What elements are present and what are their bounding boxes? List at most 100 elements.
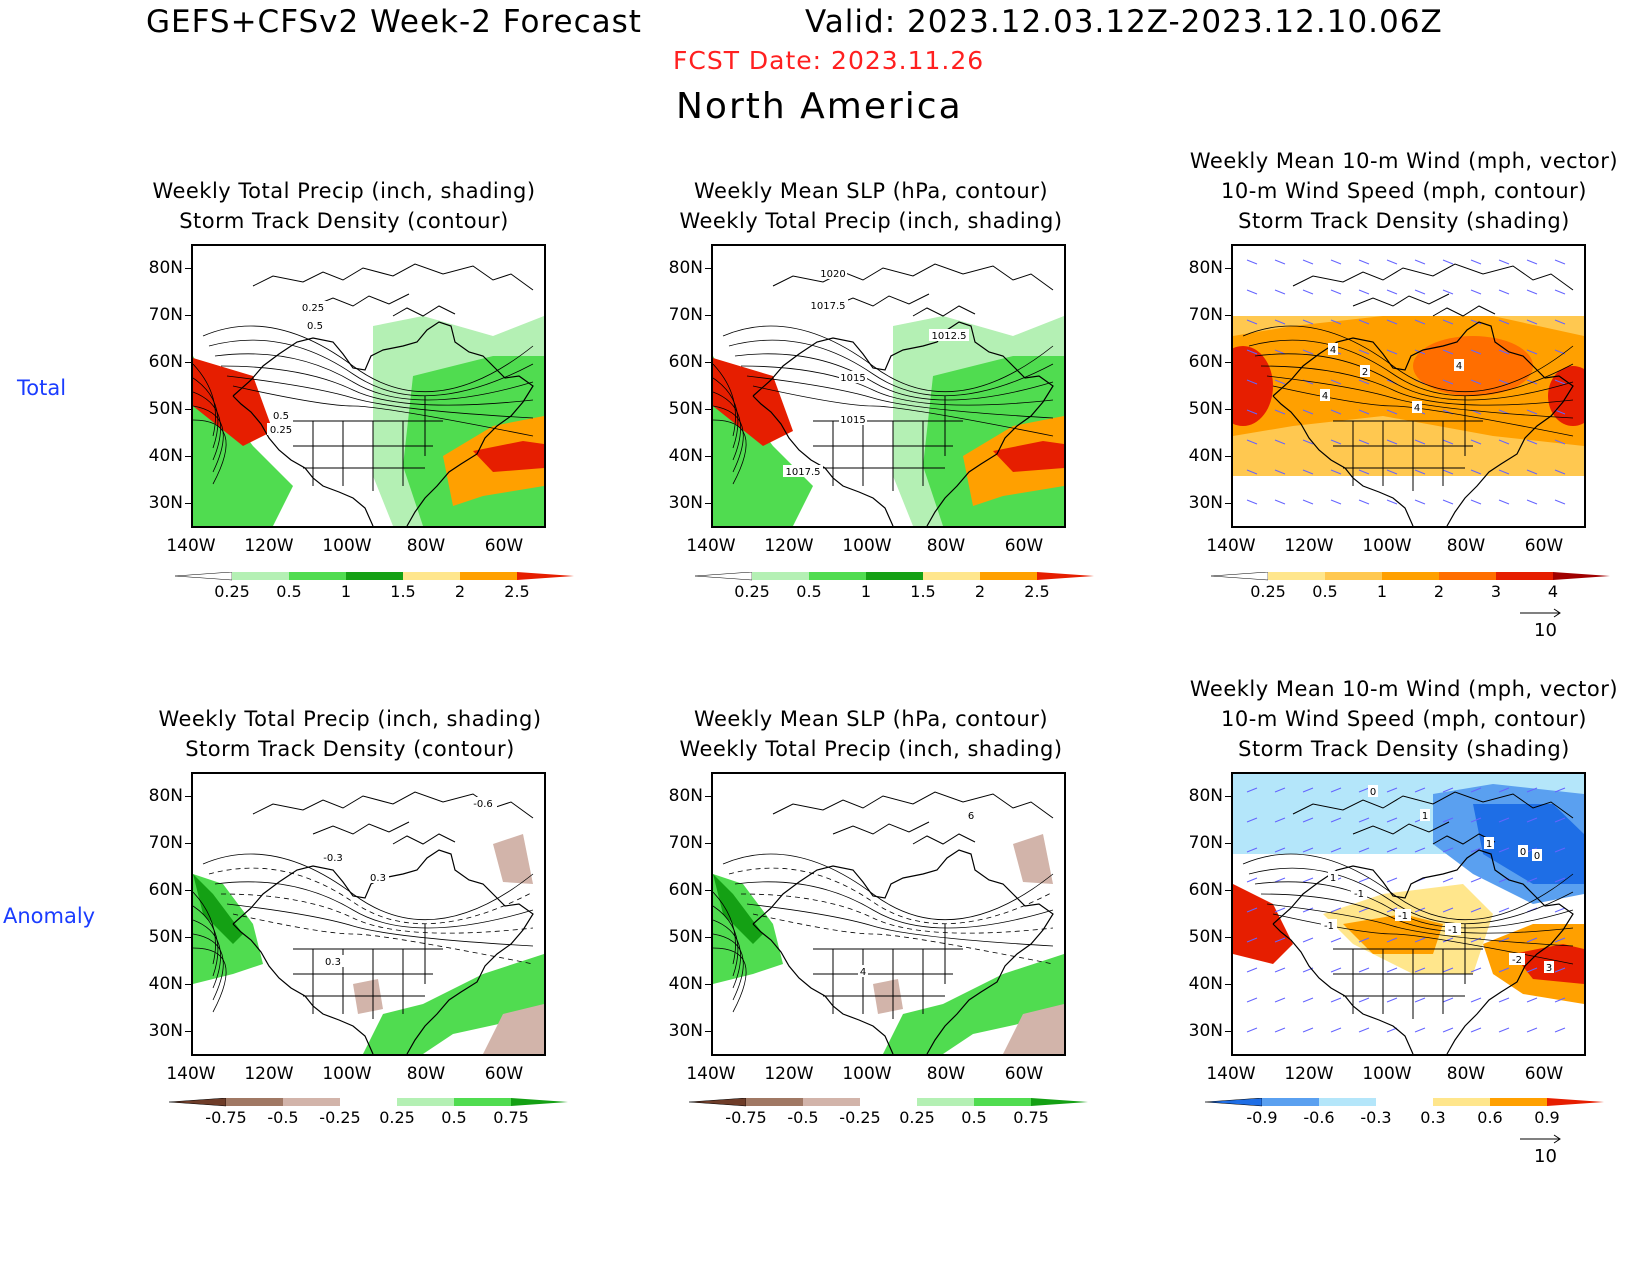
wind-vector [1302, 997, 1314, 1003]
lon-tick-label: 80W [406, 536, 446, 556]
wind-vector [1358, 349, 1370, 355]
lat-tick-label: 70N [148, 833, 183, 853]
wind-vector [1302, 349, 1314, 355]
lat-tick-label: 70N [1188, 833, 1223, 853]
colorbar-label: -0.5 [787, 1108, 819, 1127]
contour-line [728, 867, 1054, 925]
panel-total-slp-title: Weekly Mean SLP (hPa, contour) Weekly Tot… [679, 179, 1063, 233]
lon-tick-label: 120W [244, 536, 294, 556]
lon-tick-label: 100W [1362, 1064, 1412, 1084]
contour-line [193, 905, 219, 977]
lat-tick-mark [1225, 984, 1231, 985]
lon-tick-label: 80W [1446, 1064, 1486, 1084]
colorbar-label: 4 [1547, 582, 1559, 601]
wind-vector [1358, 259, 1370, 265]
contour-line [220, 365, 534, 406]
contour-line [214, 881, 534, 929]
colorbar-label: 0.75 [493, 1108, 529, 1127]
lon-tick-label: 80W [926, 536, 966, 556]
colorbar-segment [980, 572, 1037, 580]
colorbar-label: 0.25 [379, 1108, 415, 1127]
contour-line [728, 339, 1054, 397]
precip-anom-west-strong [713, 874, 763, 944]
colorbar-label: 2 [454, 582, 466, 601]
lat-tick-label: 30N [668, 493, 703, 513]
wind-vector [1330, 1027, 1342, 1033]
wind-vector [1330, 499, 1342, 505]
wind-vector [1498, 379, 1510, 385]
lat-tick-label: 60N [148, 880, 183, 900]
lat-tick-mark [1225, 456, 1231, 457]
wind-vector [1470, 379, 1482, 385]
contour-label: 0 [1534, 851, 1540, 862]
lon-tick-label: 140W [686, 536, 736, 556]
wind-vector [1246, 1027, 1258, 1033]
precip-anom-dry-se [1003, 1004, 1064, 1054]
lat-tick-label: 30N [148, 1021, 183, 1041]
lon-tick-label: 100W [1362, 536, 1412, 556]
wind-vector [1470, 499, 1482, 505]
wind-vector [1302, 469, 1314, 475]
wind-vector [1526, 319, 1538, 325]
wind-vector [1442, 937, 1454, 943]
contour-label: 1 [1486, 839, 1492, 850]
contour-label-bg [783, 465, 823, 477]
lat-tick-mark [1225, 937, 1231, 938]
lon-tick-label: 60W [484, 536, 524, 556]
wind-vector [1386, 847, 1398, 853]
wind-vector [1526, 349, 1538, 355]
wind-vector [1526, 259, 1538, 265]
lon-tick-label: 140W [166, 1064, 216, 1084]
precip-anom-dry-ne [493, 834, 533, 884]
contour-line [1266, 375, 1574, 419]
lat-tick-label: 60N [1188, 880, 1223, 900]
colorbar-label: 0.5 [796, 582, 822, 601]
wind-vector [1526, 997, 1538, 1003]
wind-vector [1498, 847, 1510, 853]
colorbar-label: -0.25 [319, 1108, 361, 1127]
wind-vector [1554, 847, 1566, 853]
wind-vector [1526, 409, 1538, 415]
colorbar-segment [1268, 572, 1325, 580]
colorbar-label: 2.5 [504, 582, 530, 601]
lon-tick-label: 100W [322, 1064, 372, 1084]
wind-vector [1414, 289, 1426, 295]
lat-tick-label: 50N [668, 927, 703, 947]
wind-vector [1246, 259, 1258, 265]
contour-label-bg [1321, 919, 1337, 931]
contour-label-bg [966, 809, 976, 821]
wind-vector [1358, 319, 1370, 325]
lat-tick-mark [1225, 843, 1231, 844]
lon-tick-label: 100W [322, 536, 372, 556]
colorbar-label: 0.5 [441, 1108, 467, 1127]
wind-vector [1470, 289, 1482, 295]
colorbar-label: 2.5 [1024, 582, 1050, 601]
wind-vector [1330, 817, 1342, 823]
contour-line [193, 891, 216, 965]
colorbar-label: 0.9 [1534, 1108, 1560, 1127]
lat-tick-mark [185, 409, 191, 410]
wind-vector [1274, 499, 1286, 505]
wind-vector [1246, 877, 1258, 883]
contour-label: 3 [1546, 963, 1552, 974]
colorbar [695, 572, 1094, 581]
wind-vector [1554, 289, 1566, 295]
precip-anom-east [883, 954, 1064, 1054]
contour-label-bg [839, 413, 867, 425]
wind-vector [1358, 409, 1370, 415]
colorbar-label: 0.5 [1312, 582, 1338, 601]
wind-vector [1554, 937, 1566, 943]
lat-tick-mark [705, 843, 711, 844]
contour-line [226, 903, 534, 947]
contour-label: 0.3 [370, 873, 386, 884]
colorbar-segment [1031, 1098, 1088, 1106]
wind-vector [1442, 787, 1454, 793]
colorbar-label: 0.25 [1250, 582, 1286, 601]
colorbar [1205, 1098, 1604, 1107]
colorbar-label: -0.25 [839, 1108, 881, 1127]
lon-tick-label: 100W [842, 1064, 892, 1084]
wind-vector [1330, 997, 1342, 1003]
contour-line [1260, 893, 1574, 934]
contour-label-bg [808, 299, 848, 311]
colorbar-segment [403, 572, 460, 580]
